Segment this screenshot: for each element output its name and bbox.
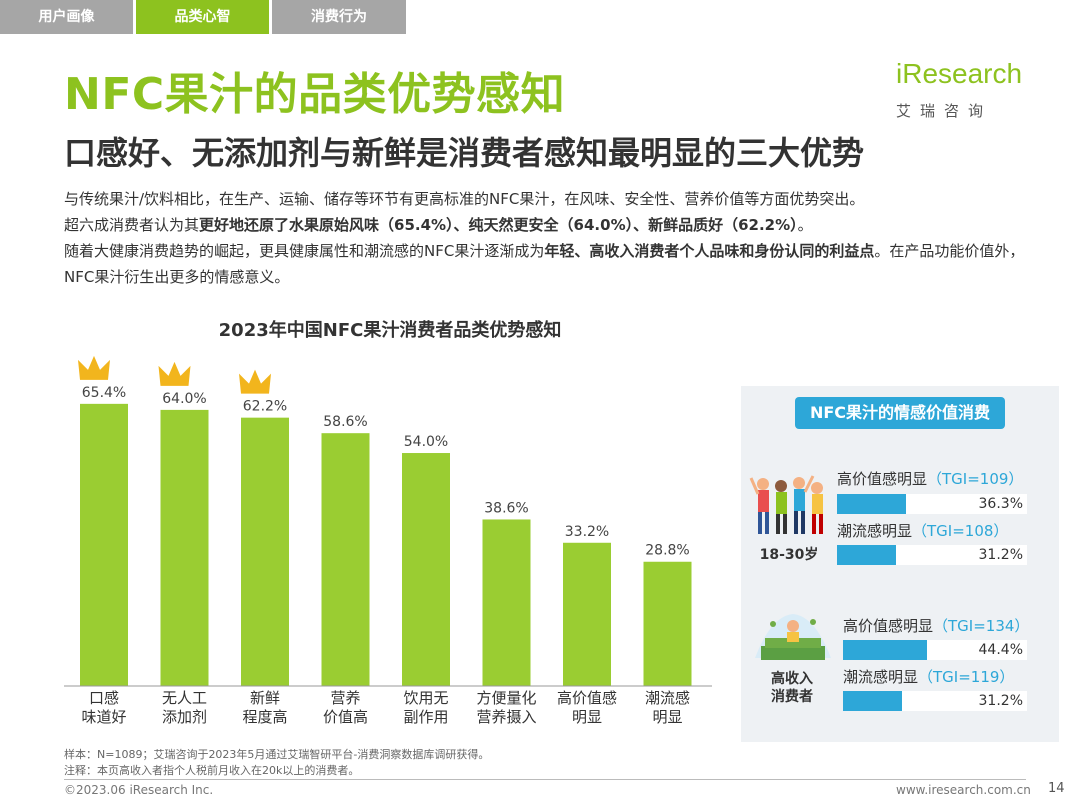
iresearch-logo: iResearch 艾瑞咨询 [892,56,1028,122]
category-label: 明显 [652,708,682,726]
description-line-2: 超六成消费者认为其更好地还原了水果原始风味（65.4%）、纯天然更安全（64.0… [64,212,1034,238]
category-label: 方便量化 [476,689,536,707]
page-title: NFC果汁的品类优势感知 [64,69,566,120]
category-label: 副作用 [403,708,448,726]
metric-label: 潮流感明显（TGI=119） [843,666,1014,687]
category-label: 明显 [572,708,602,726]
panel-title: NFC果汁的情感价值消费 [795,397,1005,429]
description-text: 。在产品功能价值外，NFC果汁衍生出更多的情感意义。 [64,242,1025,286]
page-number: 14 [1048,781,1065,796]
description-text: 超六成消费者认为其 [64,216,200,234]
young-people-illustration [749,475,823,534]
metric-bar-fill [837,494,906,514]
tab-consumer-behavior[interactable]: 消费行为 [272,0,406,34]
tab-category-mindset[interactable]: 品类心智 [136,0,269,34]
category-label: 营养摄入 [476,708,536,726]
description-highlight: 年轻、高收入消费者个人品味和身份认同的利益点 [544,242,875,260]
metric-bar: 31.2% [843,691,1027,711]
bar [482,519,531,686]
category-label: 程度高 [242,708,287,726]
metric-tgi: （TGI=119） [918,668,1015,686]
group-label-age: 18-30岁 [759,547,819,563]
bar [241,417,289,686]
category-label: 无人工 [162,689,207,707]
bar-value-label: 62.2% [243,399,287,415]
group-label-line: 高收入 [771,671,813,687]
description-highlight: 更好地还原了水果原始风味（65.4%）、纯天然更安全（64.0%）、新鲜品质好（… [199,216,798,234]
bar-value-label: 38.6% [484,500,528,516]
category-label: 味道好 [81,708,126,726]
bar [80,403,128,686]
category-label: 价值高 [323,708,368,726]
category-label: 营养 [330,689,360,707]
description-text: 。 [797,216,813,234]
bar-value-label: 54.0% [404,434,448,450]
bar-value-label: 28.8% [645,543,689,559]
category-label: 饮用无 [403,689,448,707]
emotional-value-panel: NFC果汁的情感价值消费 18-30岁 高价值感明显（TGI=109） 36.3… [741,386,1059,742]
metric-bar-fill [843,640,928,660]
metric-bar-fill [843,691,903,711]
description-line-1: 与传统果汁/饮料相比，在生产、运输、储存等环节有更高标准的NFC果汁，在风味、安… [64,190,865,208]
chart-title: 2023年中国NFC果汁消费者品类优势感知 [218,320,562,341]
metric-value: 31.2% [978,693,1023,709]
metric-name: 高价值感明显 [843,617,934,635]
category-label: 新鲜 [250,689,280,707]
description-text: 随着大健康消费趋势的崛起，更具健康属性和潮流感的NFC果汁逐渐成为 [64,242,545,260]
description: 与传统果汁/饮料相比，在生产、运输、储存等环节有更高标准的NFC果汁，在风味、安… [64,186,1034,290]
metric-label: 潮流感明显（TGI=108） [837,520,1008,541]
bar-value-label: 33.2% [565,524,609,540]
logo-subtitle: 艾瑞咨询 [896,102,993,120]
bar [563,542,611,686]
metric-name: 潮流感明显 [837,522,913,540]
metric-bar: 31.2% [837,545,1027,565]
money-person-illustration [755,614,831,660]
section-tabs: 用户画像 品类心智 消费行为 [0,0,409,34]
category-label: 高价值感 [557,689,617,707]
group-label-line: 消费者 [771,689,813,705]
metric-bar-fill [837,545,897,565]
bar-value-label: 64.0% [162,391,206,407]
metric-label: 高价值感明显（TGI=109） [837,468,1023,489]
definition-note: 注释：本页高收入者指个人税前月收入在20k以上的消费者。 [64,764,360,777]
category-label: 添加剂 [162,708,207,726]
metric-bar: 44.4% [843,640,1027,660]
metric-tgi: （TGI=109） [927,470,1024,488]
description-line-3: 随着大健康消费趋势的崛起，更具健康属性和潮流感的NFC果汁逐渐成为年轻、高收入消… [64,238,1034,290]
metric-value: 31.2% [978,547,1023,563]
bar [321,433,370,686]
copyright: ©2023.06 iResearch Inc. [64,783,214,797]
bar [402,453,450,686]
crown-icon [239,369,271,394]
footer-divider [64,779,1026,780]
metric-value: 44.4% [978,642,1023,658]
metric-name: 潮流感明显 [843,668,919,686]
bar [643,561,692,686]
bar [160,409,209,686]
metric-label: 高价值感明显（TGI=134） [843,615,1029,636]
bar-value-label: 58.6% [323,414,367,430]
metric-bar: 36.3% [837,494,1027,514]
bar-value-label: 65.4% [82,385,126,401]
metric-tgi: （TGI=108） [912,522,1009,540]
category-label: 潮流感 [645,689,690,707]
metric-value: 36.3% [978,496,1023,512]
metric-tgi: （TGI=134） [933,617,1030,635]
website-link[interactable]: www.iresearch.com.cn [896,783,1031,797]
tab-user-portrait[interactable]: 用户画像 [0,0,133,34]
crown-icon [78,355,110,380]
group-label-income: 高收入 消费者 [749,670,835,706]
sample-note: 样本：N=1089；艾瑞咨询于2023年5月通过艾瑞智研平台-消费洞察数据库调研… [64,748,490,761]
logo-wordmark: iResearch [896,58,1023,89]
page-subtitle: 口感好、无添加剂与新鲜是消费者感知最明显的三大优势 [64,134,865,172]
metric-name: 高价值感明显 [837,470,928,488]
category-label: 口感 [89,689,119,707]
crown-icon [158,361,191,386]
